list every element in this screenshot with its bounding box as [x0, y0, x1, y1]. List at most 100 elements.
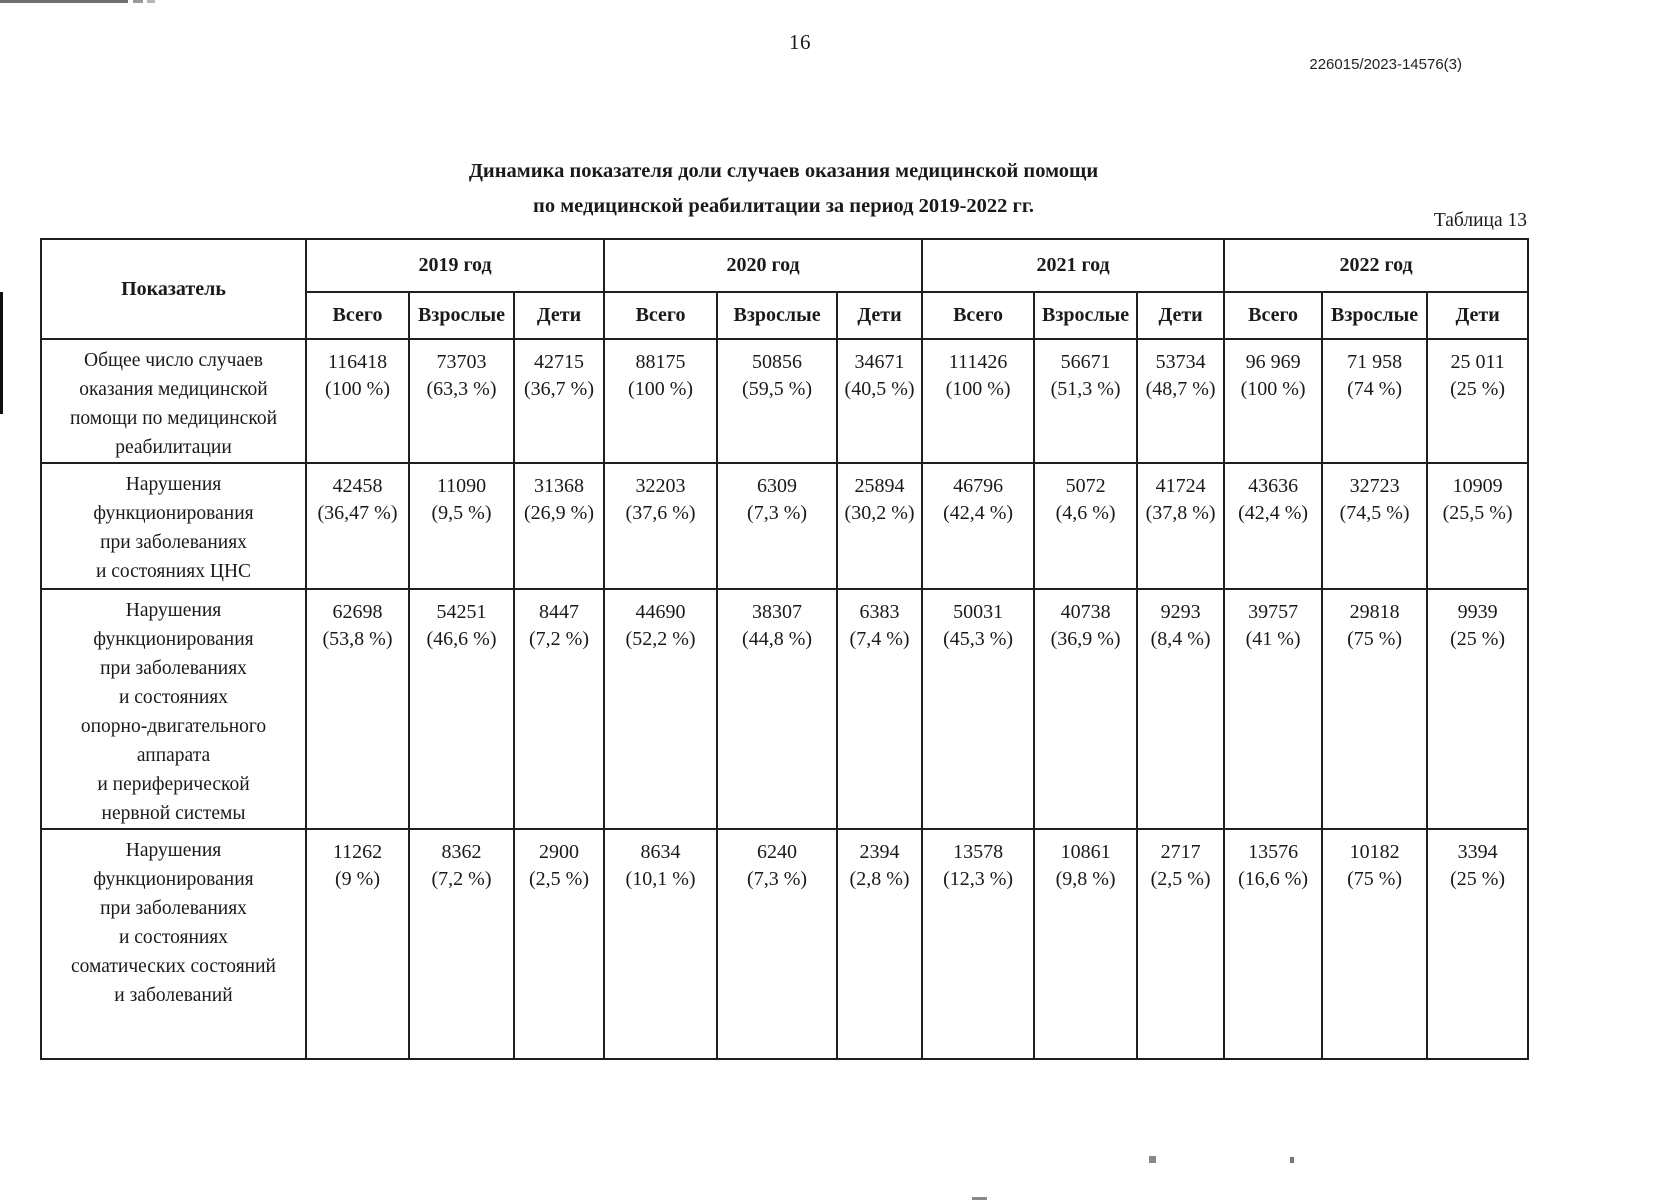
cell-value: 41724	[1155, 475, 1206, 497]
cell-percent: (45,3 %)	[943, 628, 1014, 650]
cell-percent: (100 %)	[325, 378, 390, 400]
cell-value: 88175	[635, 351, 686, 373]
header-sub-3-2: Дети	[1426, 291, 1530, 340]
cell-percent: (2,5 %)	[529, 868, 589, 890]
header-sub-1-2: Дети	[836, 291, 924, 340]
data-cell: 32203 (37,6 %)	[603, 462, 719, 590]
cell-value: 2394	[859, 841, 900, 863]
data-cell: 10182 (75 %)	[1321, 828, 1429, 1060]
cell-value: 25894	[854, 475, 905, 497]
data-cell: 62698 (53,8 %)	[305, 588, 410, 830]
cell-percent: (4,6 %)	[1055, 502, 1116, 524]
cell-value: 40738	[1060, 601, 1111, 623]
cell-value: 25 011	[1450, 351, 1505, 373]
header-indicator: Показатель	[40, 238, 307, 340]
cell-value: 9939	[1457, 601, 1498, 623]
header-years-row: Показатель 2019 год 2020 год 2021 год 20…	[40, 238, 1530, 340]
cell-percent: (42,4 %)	[1238, 502, 1309, 524]
cell-value: 8362	[441, 841, 482, 863]
cell-percent: (9 %)	[335, 868, 380, 890]
header-sub-0-1: Взрослые	[408, 291, 515, 340]
data-cell: 44690 (52,2 %)	[603, 588, 719, 830]
document-reference: 226015/2023-14576(3)	[1309, 56, 1462, 73]
cell-percent: (37,8 %)	[1145, 502, 1216, 524]
cell-percent: (40,5 %)	[844, 378, 915, 400]
cell-percent: (74 %)	[1347, 378, 1403, 400]
page-number: 16	[789, 30, 811, 54]
cell-value: 71 958	[1347, 351, 1403, 373]
cell-value: 8447	[539, 601, 580, 623]
cell-percent: (36,7 %)	[524, 378, 594, 400]
cell-value: 56671	[1060, 351, 1111, 373]
cell-value: 13576	[1248, 841, 1299, 863]
scan-speck	[972, 1197, 987, 1200]
data-cell: 8362 (7,2 %)	[408, 828, 515, 1060]
cell-percent: (42,4 %)	[943, 502, 1014, 524]
header-subcolumns-row: Всего Взрослые Дети Всего Взрослые Дети Всего В…	[41, 291, 1530, 340]
cell-percent: (10,1 %)	[625, 868, 696, 890]
data-cell: 13578 (12,3 %)	[921, 828, 1036, 1060]
cell-percent: (36,47 %)	[317, 502, 398, 524]
cell-percent: (52,2 %)	[625, 628, 696, 650]
header-sub-1-1: Взрослые	[716, 291, 839, 340]
cell-value: 50031	[953, 601, 1004, 623]
cell-value: 29818	[1349, 601, 1400, 623]
data-cell: 6383 (7,4 %)	[836, 588, 924, 830]
data-cell: 31368 (26,9 %)	[512, 462, 606, 590]
scan-speck	[1290, 1157, 1294, 1163]
data-cell: 25894 (30,2 %)	[836, 462, 924, 590]
data-cell: 116418 (100 %)	[305, 338, 410, 464]
header-sub-2-0: Всего	[921, 291, 1036, 340]
cell-percent: (9,8 %)	[1055, 868, 1116, 890]
cell-value: 10182	[1349, 841, 1400, 863]
data-cell: 32723 (74,5 %)	[1321, 462, 1429, 590]
cell-percent: (7,4 %)	[849, 628, 910, 650]
cell-percent: (9,5 %)	[431, 502, 492, 524]
row-label: Нарушения функционирования при заболеван…	[40, 462, 307, 590]
data-cell: 73703 (63,3 %)	[408, 338, 515, 464]
cell-value: 13578	[953, 841, 1004, 863]
cell-value: 116418	[327, 351, 388, 373]
cell-percent: (12,3 %)	[943, 868, 1014, 890]
data-cell: 42458 (36,47 %)	[305, 462, 410, 590]
data-cell: 50031 (45,3 %)	[921, 588, 1036, 830]
header-sub-0-0: Всего	[305, 291, 410, 340]
cell-value: 11262	[332, 841, 383, 863]
cell-percent: (30,2 %)	[844, 502, 915, 524]
cell-value: 50856	[752, 351, 803, 373]
cell-value: 73703	[436, 351, 487, 373]
cell-value: 54251	[436, 601, 487, 623]
cell-percent: (44,8 %)	[742, 628, 813, 650]
cell-value: 31368	[534, 475, 585, 497]
scan-artifact-top-dash	[133, 0, 143, 3]
table-title: Динамика показателя доли случаев оказани…	[40, 154, 1527, 224]
cell-value: 32723	[1349, 475, 1400, 497]
rehabilitation-dynamics-table: Показатель 2019 год 2020 год 2021 год 20…	[40, 238, 1530, 1060]
header-sub-3-0: Всего	[1223, 291, 1324, 340]
data-cell: 40738 (36,9 %)	[1033, 588, 1139, 830]
table-row: Нарушения функционирования при заболеван…	[40, 588, 1530, 830]
cell-percent: (75 %)	[1347, 868, 1403, 890]
data-cell: 88175 (100 %)	[603, 338, 719, 464]
data-cell: 10909 (25,5 %)	[1426, 462, 1530, 590]
data-cell: 8634 (10,1 %)	[603, 828, 719, 1060]
cell-value: 38307	[752, 601, 803, 623]
data-cell: 25 011 (25 %)	[1426, 338, 1530, 464]
data-cell: 2900 (2,5 %)	[512, 828, 606, 1060]
data-cell: 39757 (41 %)	[1223, 588, 1324, 830]
header-sub-2-1: Взрослые	[1033, 291, 1139, 340]
data-cell: 111426 (100 %)	[921, 338, 1036, 464]
header-sub-0-2: Дети	[512, 291, 606, 340]
cell-value: 9293	[1160, 601, 1201, 623]
cell-value: 43636	[1248, 475, 1299, 497]
cell-value: 3394	[1457, 841, 1498, 863]
data-cell: 43636 (42,4 %)	[1223, 462, 1324, 590]
data-cell: 9939 (25 %)	[1426, 588, 1530, 830]
data-cell: 42715 (36,7 %)	[512, 338, 606, 464]
cell-percent: (25 %)	[1450, 628, 1506, 650]
header-year-2021: 2021 год	[921, 238, 1226, 293]
cell-percent: (41 %)	[1245, 628, 1301, 650]
header-sub-3-1: Взрослые	[1321, 291, 1429, 340]
cell-value: 44690	[635, 601, 686, 623]
cell-percent: (25,5 %)	[1442, 502, 1513, 524]
